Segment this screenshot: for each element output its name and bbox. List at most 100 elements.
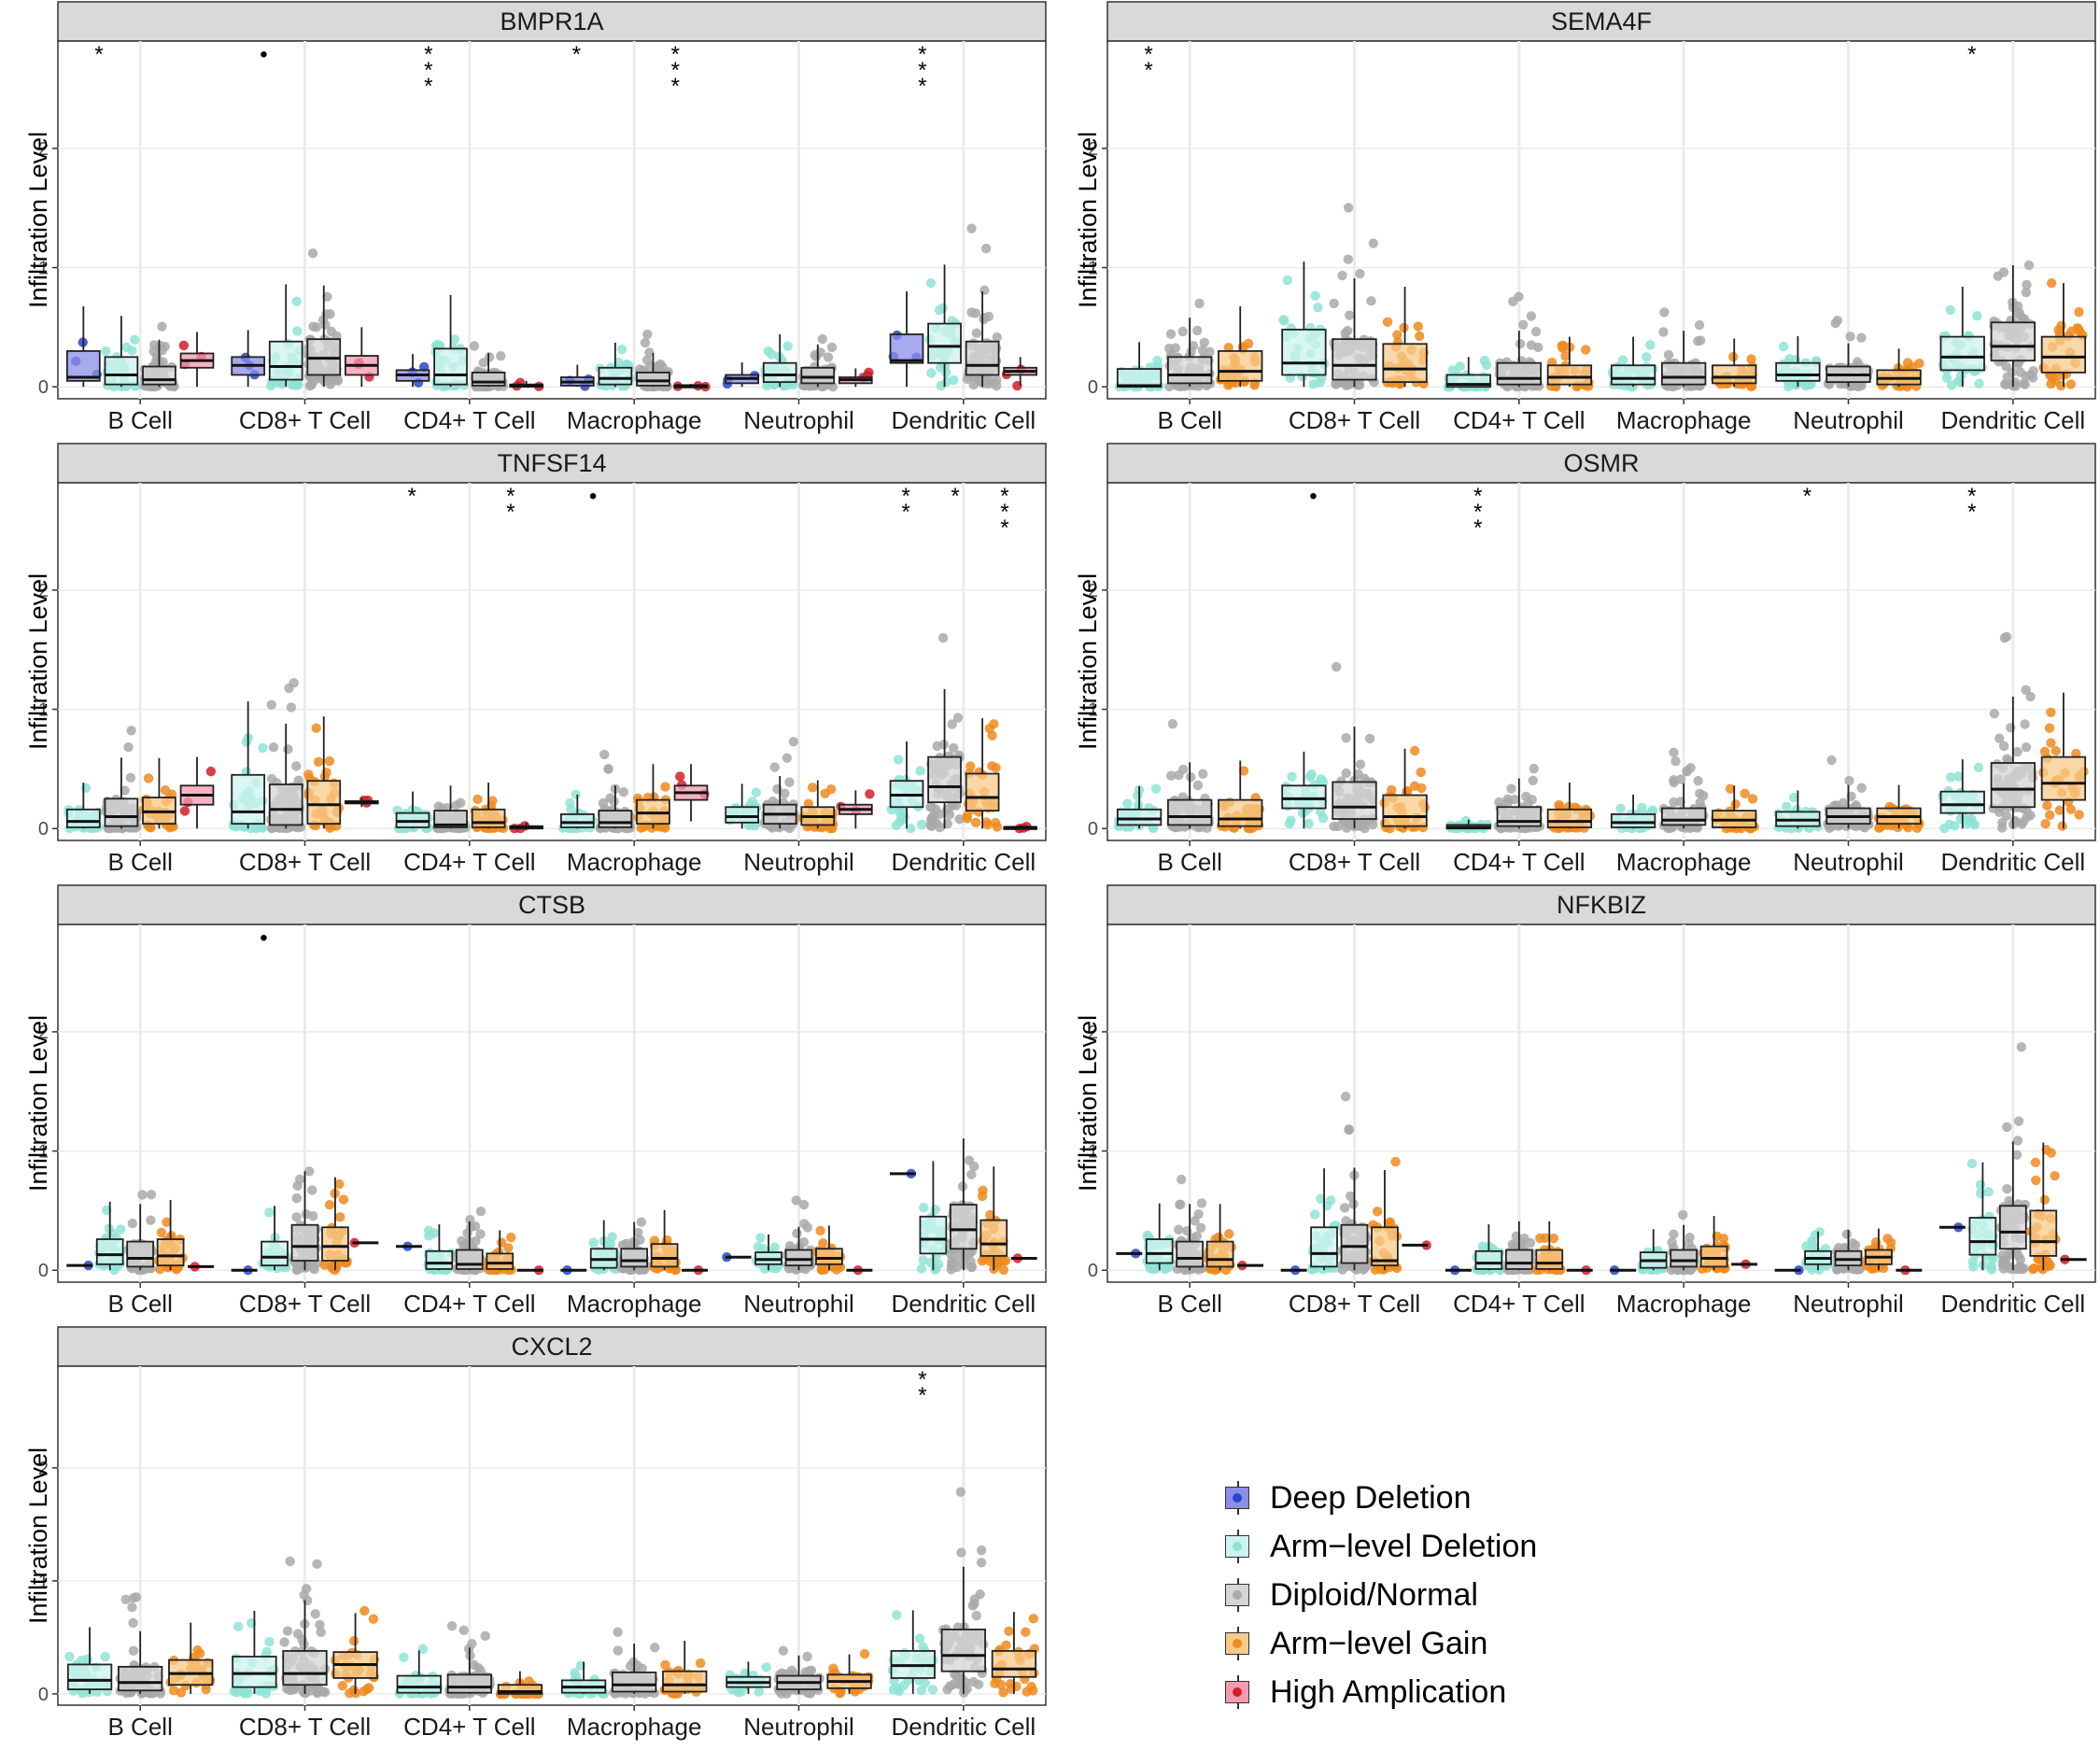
data-point xyxy=(304,1166,315,1177)
y-axis-title: Infiltration Level xyxy=(24,573,52,750)
data-point xyxy=(784,777,795,787)
data-point xyxy=(937,632,949,643)
data-point xyxy=(916,1263,927,1274)
data-point xyxy=(125,772,136,783)
data-point xyxy=(782,753,793,763)
data-point xyxy=(970,308,981,318)
data-point xyxy=(1360,819,1370,830)
box xyxy=(1998,1205,2027,1250)
x-tick-label: CD4+ T Cell xyxy=(1453,848,1585,876)
data-point xyxy=(1346,1191,1356,1202)
significance-mark: • xyxy=(1309,484,1317,509)
significance-mark: * xyxy=(918,58,926,83)
box xyxy=(1504,1249,1533,1270)
data-point xyxy=(503,1243,514,1253)
x-tick-label: B Cell xyxy=(1157,1290,1221,1318)
data-point xyxy=(769,762,780,772)
x-tick-label: Neutrophil xyxy=(1793,406,1904,434)
data-point xyxy=(264,1207,275,1218)
box xyxy=(1116,808,1163,826)
data-point xyxy=(1747,794,1758,804)
x-tick-label: Dendritic Cell xyxy=(892,1290,1036,1318)
data-point xyxy=(465,1214,475,1225)
data-point xyxy=(751,787,761,797)
y-tick-label: 1 xyxy=(1088,700,1098,721)
data-point xyxy=(1178,764,1189,775)
significance-mark: * xyxy=(918,74,926,99)
data-point xyxy=(1791,379,1801,390)
data-point xyxy=(784,1240,796,1251)
box xyxy=(800,366,836,385)
data-point xyxy=(1675,774,1686,784)
significance-mark: * xyxy=(671,42,680,67)
data-point xyxy=(1580,345,1591,355)
data-point xyxy=(1343,325,1353,336)
data-point xyxy=(926,801,937,812)
data-point xyxy=(326,326,337,337)
x-tick-label: Macrophage xyxy=(1616,406,1752,434)
data-point xyxy=(632,1227,643,1238)
data-point xyxy=(2022,279,2032,290)
data-point xyxy=(1409,781,1420,791)
data-point xyxy=(918,1255,928,1265)
box xyxy=(1939,335,1985,372)
box xyxy=(306,780,342,826)
box xyxy=(598,366,633,386)
data-point xyxy=(160,341,170,352)
data-point xyxy=(1852,357,1863,367)
data-point xyxy=(1740,788,1750,798)
box xyxy=(815,1248,843,1265)
x-tick-label: Dendritic Cell xyxy=(1941,848,2086,876)
box xyxy=(471,808,506,828)
significance-mark: • xyxy=(589,484,597,509)
data-point xyxy=(767,349,777,360)
data-point xyxy=(2001,631,2012,642)
box xyxy=(1116,368,1163,388)
data-point xyxy=(1725,783,1736,794)
significance-mark: * xyxy=(1473,484,1482,509)
data-point xyxy=(292,326,303,336)
data-point xyxy=(1941,373,1952,383)
box xyxy=(118,1665,163,1692)
data-point xyxy=(1515,338,1526,349)
data-point xyxy=(1530,326,1542,337)
box xyxy=(725,806,760,824)
data-point xyxy=(176,1687,187,1698)
data-point xyxy=(334,1178,345,1190)
data-point xyxy=(1514,291,1524,302)
facet-title: CXCL2 xyxy=(511,1333,592,1361)
data-point xyxy=(148,340,160,350)
data-point xyxy=(1989,709,2000,719)
data-point xyxy=(798,1199,810,1210)
data-point xyxy=(1669,774,1679,785)
box xyxy=(980,1219,1008,1257)
data-point xyxy=(1615,803,1626,813)
data-point xyxy=(1149,823,1159,834)
data-point xyxy=(981,817,992,827)
data-point xyxy=(660,823,670,833)
box xyxy=(927,322,962,364)
box xyxy=(1218,798,1263,827)
plot-area xyxy=(57,924,1047,1283)
box xyxy=(65,808,101,828)
data-point xyxy=(1975,1179,1986,1191)
data-point xyxy=(675,771,685,782)
data-point xyxy=(640,337,651,348)
data-point xyxy=(1808,1239,1818,1250)
data-point xyxy=(784,823,795,834)
data-point xyxy=(2046,1148,2056,1158)
data-point xyxy=(915,766,925,776)
data-point xyxy=(331,1262,342,1272)
data-point xyxy=(649,1235,660,1246)
data-point xyxy=(965,761,976,771)
data-point xyxy=(1282,275,1292,286)
x-tick-label: CD4+ T Cell xyxy=(403,1290,535,1318)
data-point xyxy=(101,346,111,357)
box xyxy=(1610,813,1656,828)
significance-mark: * xyxy=(1967,500,1976,525)
data-point xyxy=(80,783,92,794)
data-point xyxy=(947,800,957,811)
y-tick-label: 2 xyxy=(38,139,49,160)
data-point xyxy=(1826,755,1837,766)
